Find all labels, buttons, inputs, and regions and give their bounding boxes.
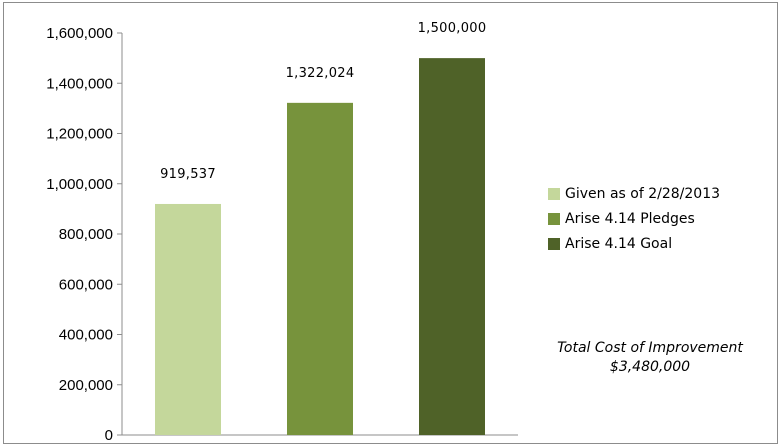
bar (155, 203, 221, 435)
bar-value-label: 919,537 (160, 167, 216, 182)
y-tick-label: 1,600,000 (46, 25, 113, 42)
y-tick-label: 200,000 (59, 377, 113, 394)
legend-swatch (548, 237, 560, 250)
y-tick-label: 1,000,000 (46, 176, 113, 193)
note-line-1: Total Cost of Improvement (557, 340, 743, 356)
y-tick-label: 0 (105, 427, 113, 444)
total-cost-note: Total Cost of Improvement $3,480,000 (520, 339, 780, 377)
bars (155, 58, 485, 436)
legend-item: Arise 4.14 Pledges (548, 210, 720, 227)
legend-item: Arise 4.14 Goal (548, 235, 720, 252)
legend: Given as of 2/28/2013 Arise 4.14 Pledges… (548, 185, 720, 260)
y-tick-label: 1,200,000 (46, 126, 113, 143)
bar (287, 102, 353, 436)
y-tick-label: 800,000 (59, 226, 113, 243)
y-tick-label: 1,400,000 (46, 75, 113, 92)
bar-value-label: 1,500,000 (418, 21, 487, 36)
bar-value-label: 1,322,024 (286, 66, 355, 81)
axes: 0 200,000 400,000 600,000 800,000 1,000,000 1,… (46, 25, 518, 444)
y-tick-label: 600,000 (59, 276, 113, 293)
note-line-2: $3,480,000 (609, 359, 691, 375)
data-labels: 919,537 1,322,024 1,500,000 (160, 21, 486, 182)
legend-label: Given as of 2/28/2013 (565, 185, 721, 202)
legend-label: Arise 4.14 Goal (565, 235, 673, 252)
legend-label: Arise 4.14 Pledges (565, 210, 695, 227)
y-tick-label: 400,000 (59, 327, 113, 344)
legend-item: Given as of 2/28/2013 (548, 185, 720, 202)
legend-swatch (548, 212, 560, 225)
bar (419, 58, 485, 435)
chart-area (3, 2, 778, 444)
legend-swatch (548, 187, 560, 200)
